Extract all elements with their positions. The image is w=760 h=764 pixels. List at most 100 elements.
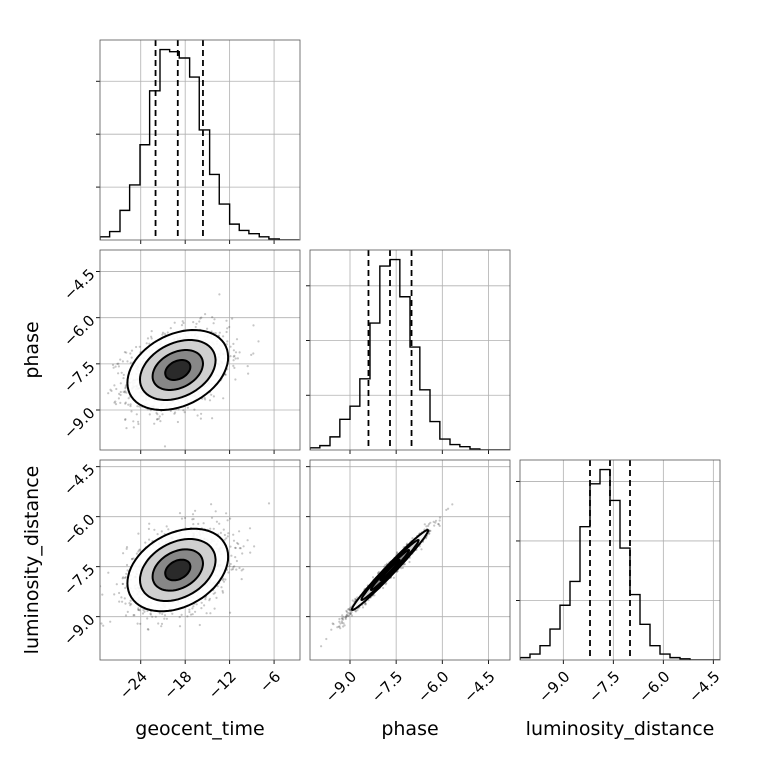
scatter-point — [236, 357, 239, 360]
scatter-point — [356, 609, 359, 612]
scatter-point — [186, 615, 189, 618]
scatter-point — [223, 533, 226, 537]
scatter-point — [121, 582, 124, 586]
scatter-point — [198, 320, 201, 323]
scatter-point — [156, 533, 159, 536]
scatter-point — [427, 532, 430, 535]
scatter-point — [225, 319, 228, 322]
scatter-point — [210, 330, 213, 333]
scatter-point — [225, 537, 228, 540]
scatter-point — [96, 581, 98, 583]
scatter-point — [209, 612, 212, 615]
scatter-point — [124, 614, 128, 617]
scatter-point — [124, 418, 127, 421]
x-tick-label: −24 — [116, 668, 151, 703]
panel-frame — [309, 459, 511, 661]
scatter-point — [123, 351, 126, 354]
scatter-point — [350, 611, 353, 614]
scatter-point — [336, 626, 339, 629]
scatter-point — [447, 507, 450, 510]
scatter-point — [199, 417, 202, 420]
scatter-point — [127, 397, 130, 400]
scatter-point — [149, 612, 152, 615]
scatter-point — [427, 523, 431, 526]
scatter-point — [325, 637, 328, 641]
histogram-phase — [310, 258, 510, 450]
scatter-point — [174, 411, 177, 414]
scatter-point — [166, 331, 169, 334]
scatter-point — [189, 613, 193, 616]
scatter-point — [227, 571, 230, 574]
scatter-point — [232, 533, 235, 536]
scatter-point — [157, 622, 160, 625]
scatter-point — [118, 591, 121, 595]
density-level — [165, 559, 191, 581]
scatter-point — [428, 529, 431, 533]
scatter-point — [235, 338, 239, 341]
scatter-point — [138, 549, 141, 552]
scatter-point — [178, 511, 182, 515]
scatter-point — [178, 625, 182, 628]
scatter-point — [238, 351, 241, 354]
scatter-point — [124, 602, 127, 605]
scatter-point — [132, 557, 135, 560]
scatter-point — [233, 565, 236, 568]
scatter-point — [129, 352, 132, 355]
scatter-point — [349, 612, 352, 615]
scatter-point — [349, 607, 352, 610]
scatter-point — [137, 608, 140, 611]
scatter-point — [212, 322, 215, 325]
scatter-point — [124, 390, 127, 393]
scatter-point — [349, 612, 353, 615]
contour-line — [151, 548, 205, 592]
scatter-point — [338, 625, 341, 628]
x-axis-label-phase: phase — [381, 718, 438, 740]
scatter-point — [184, 516, 187, 520]
scatter-point — [229, 611, 232, 614]
scatter-point — [124, 402, 127, 405]
scatter-point — [215, 596, 218, 600]
scatter-point — [212, 395, 215, 398]
scatter-point — [124, 386, 127, 389]
scatter-point — [125, 563, 129, 567]
scatter-point — [138, 609, 141, 612]
scatter-point — [229, 545, 232, 548]
scatter-point — [351, 599, 354, 602]
scatter-point — [132, 426, 135, 429]
scatter-point — [234, 357, 237, 360]
scatter-point — [232, 355, 235, 358]
scatter-point — [220, 586, 223, 589]
scatter-point — [124, 384, 127, 387]
scatter-point — [137, 532, 140, 535]
x-tick-label: −4.5 — [685, 668, 723, 706]
scatter-point — [320, 645, 323, 648]
scatter-point — [400, 567, 403, 570]
x-tick-label: −9.0 — [535, 668, 573, 706]
scatter-point — [226, 327, 229, 330]
scatter-point — [119, 401, 122, 404]
scatter-point — [234, 556, 237, 559]
scatter-point — [252, 324, 255, 327]
scatter-point — [231, 568, 234, 571]
scatter-point — [191, 613, 194, 616]
scatter-point — [384, 583, 387, 586]
scatter-point — [137, 422, 140, 426]
scatter-point — [169, 327, 172, 330]
scatter-point — [437, 522, 440, 526]
scatter-point — [348, 608, 351, 612]
scatter-point — [130, 410, 133, 413]
contour-line — [350, 528, 430, 612]
scatter-point — [203, 604, 206, 607]
scatter-point — [203, 396, 206, 399]
scatter-point — [434, 519, 438, 522]
scatter-point — [242, 568, 245, 571]
scatter-point — [403, 563, 406, 566]
scatter-point — [180, 517, 184, 520]
scatter-point — [122, 377, 125, 380]
scatter-point — [371, 576, 375, 579]
x-axis-label-luminosity_distance: luminosity_distance — [526, 718, 715, 740]
contour-line — [379, 559, 401, 581]
scatter-point — [176, 420, 179, 424]
y-tick-label: −6.0 — [60, 510, 98, 548]
scatter-point — [171, 612, 174, 615]
